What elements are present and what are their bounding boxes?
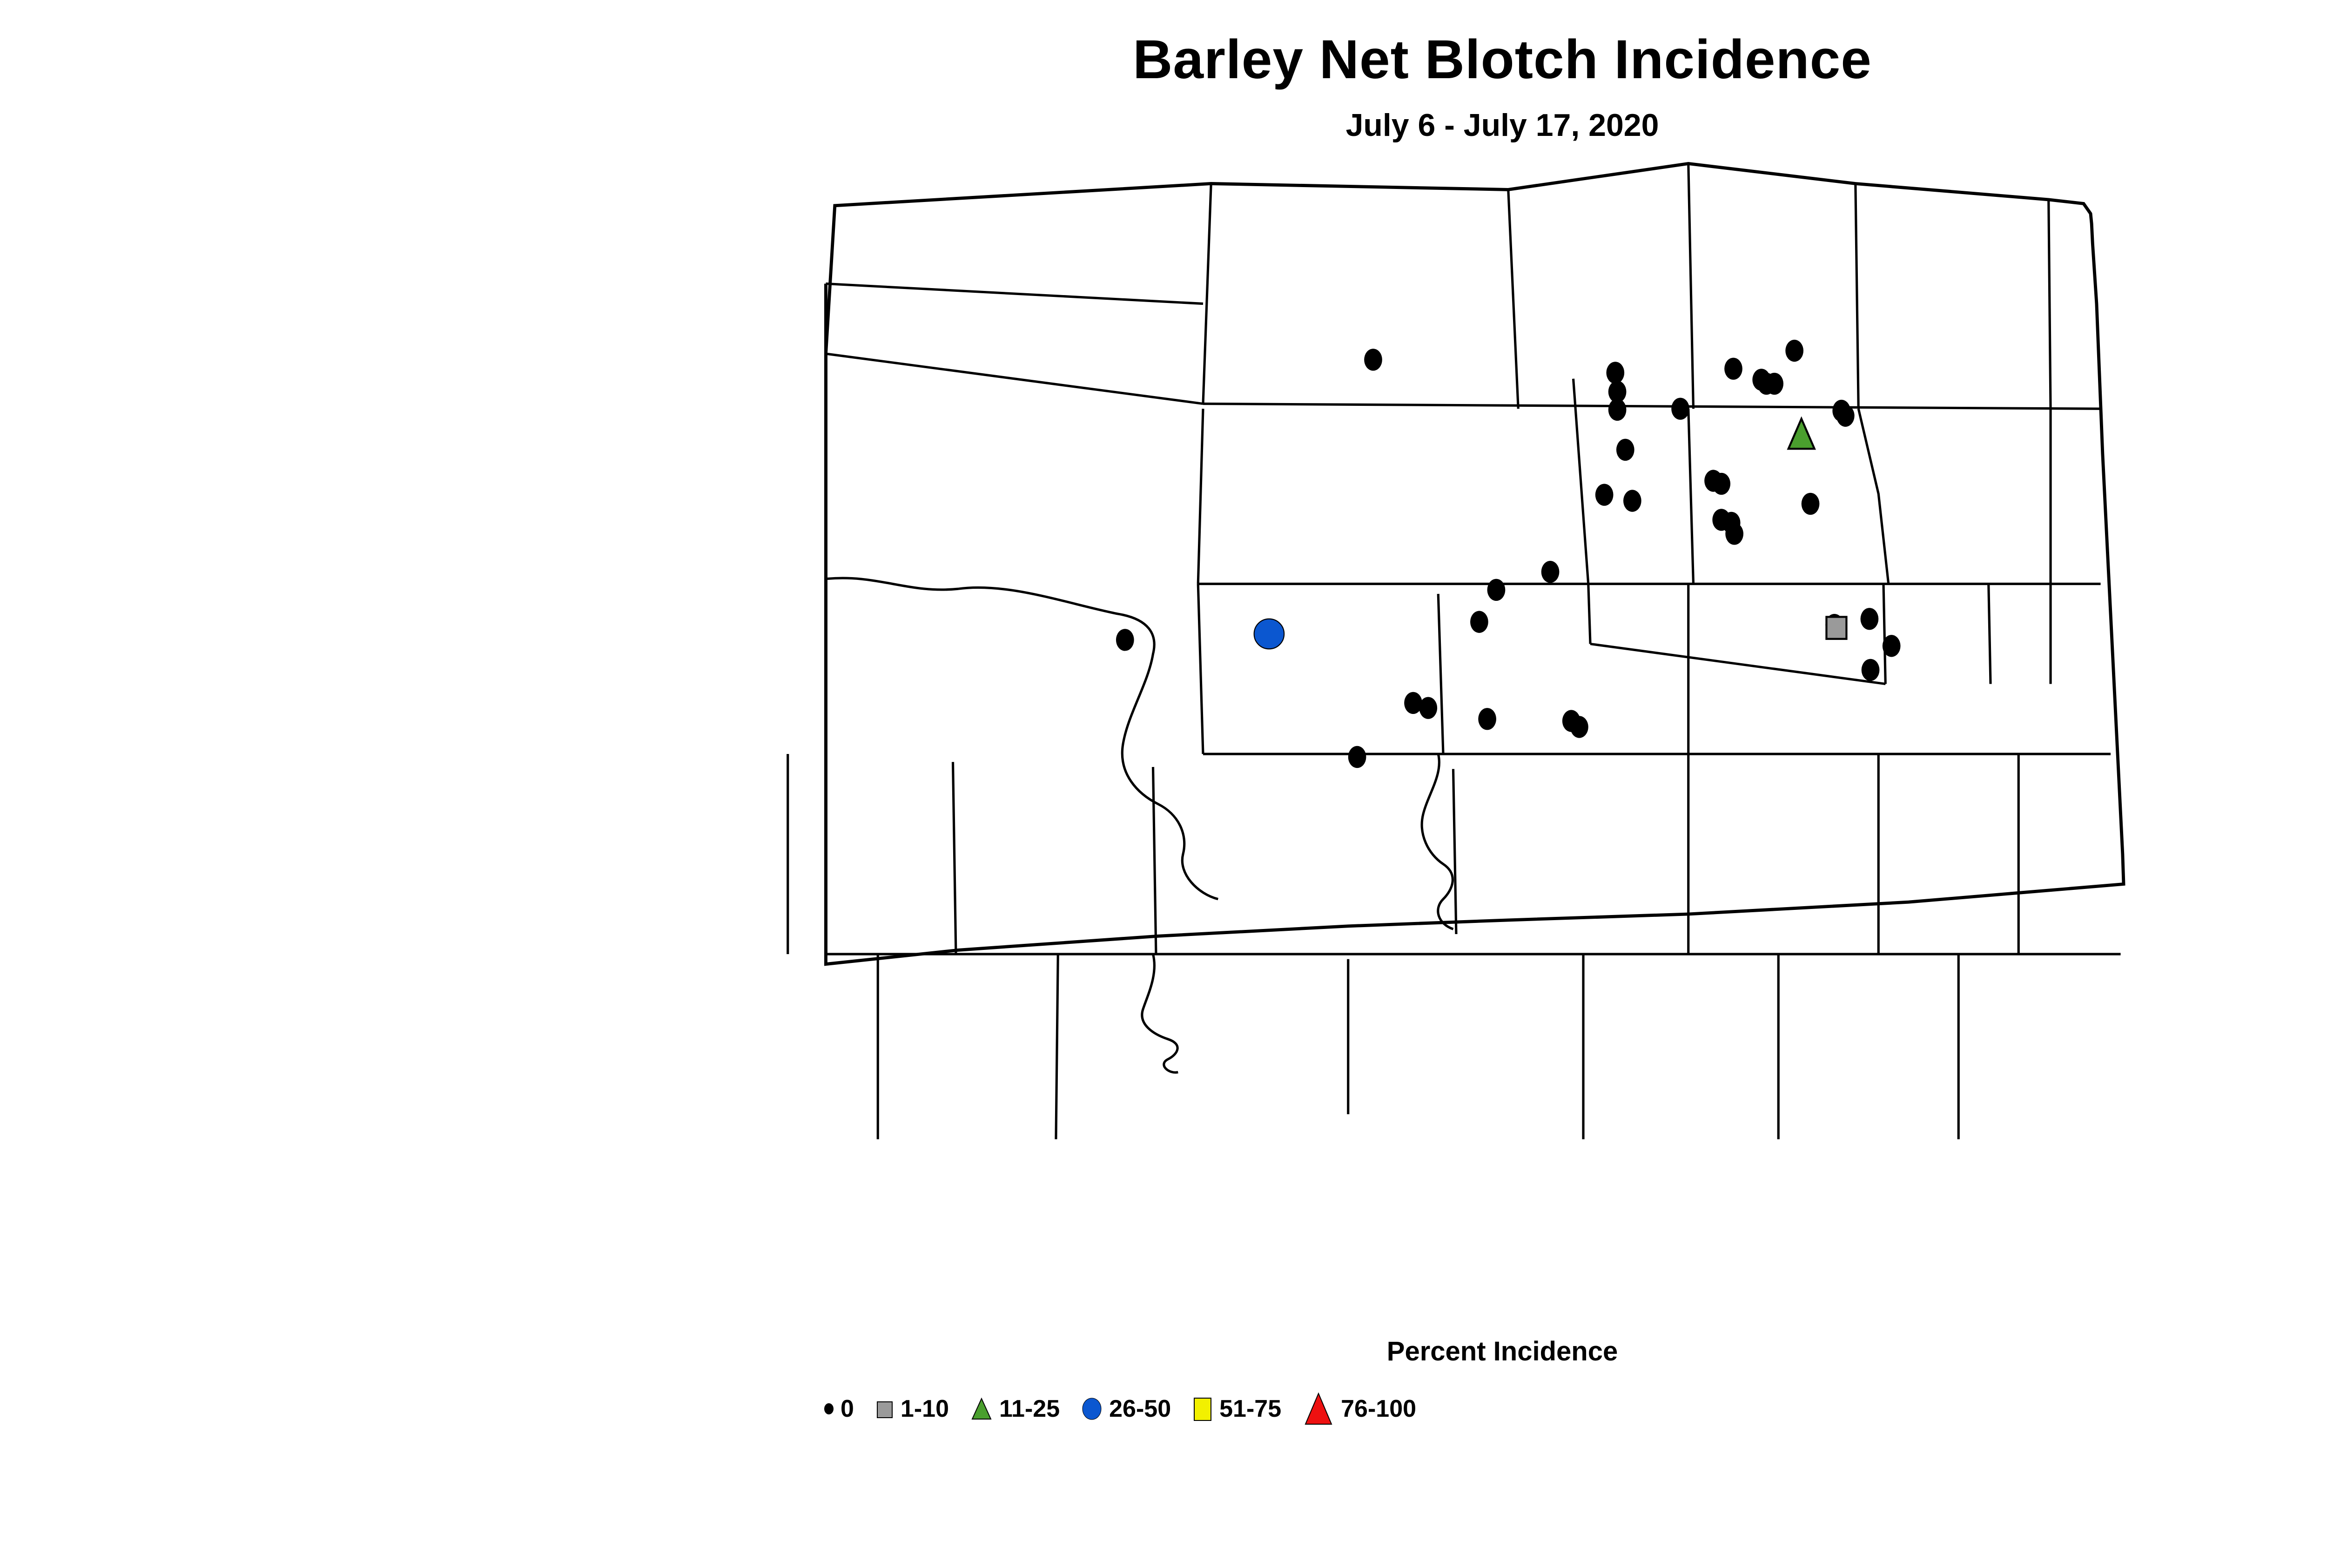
legend-triangle-green-icon <box>970 1397 993 1421</box>
data-point-zero[interactable] <box>1785 340 1803 362</box>
legend-item-26-50: 26-50 <box>1081 1395 1171 1423</box>
data-point-zero[interactable] <box>1862 659 1880 681</box>
legend-title: Percent Incidence <box>0 1336 2327 1367</box>
data-point-zero[interactable] <box>1419 697 1437 719</box>
legend-dot-icon <box>824 1403 834 1415</box>
data-point-zero[interactable] <box>1724 358 1742 380</box>
data-point-zero[interactable] <box>1725 523 1743 545</box>
data-point-zero[interactable] <box>1116 629 1134 651</box>
data-point-zero[interactable] <box>1883 635 1901 657</box>
legend-label-26-50: 26-50 <box>1109 1395 1171 1423</box>
legend-square-gray-icon <box>875 1398 894 1420</box>
page-subtitle: July 6 - July 17, 2020 <box>0 107 2327 143</box>
data-point-high-incidence[interactable] <box>1254 619 1285 649</box>
data-point-zero[interactable] <box>1364 349 1382 370</box>
legend-circle-blue-icon <box>1081 1397 1103 1420</box>
legend-label-11-25: 11-25 <box>999 1395 1060 1423</box>
map-container <box>712 154 2294 1154</box>
legend-triangle-red-icon <box>1303 1392 1334 1426</box>
data-point-zero[interactable] <box>1765 373 1783 395</box>
legend-label-0: 0 <box>841 1395 854 1423</box>
data-point-zero[interactable] <box>1487 579 1506 601</box>
legend-item-1-10: 1-10 <box>875 1395 949 1423</box>
data-point-zero[interactable] <box>1478 708 1496 730</box>
data-point-zero[interactable] <box>1348 746 1366 768</box>
legend-label-76-100: 76-100 <box>1341 1395 1416 1423</box>
legend-item-11-25: 11-25 <box>970 1395 1060 1423</box>
data-point-zero[interactable] <box>1616 439 1634 461</box>
data-point-zero[interactable] <box>1470 611 1488 633</box>
page-title: Barley Net Blotch Incidence <box>0 28 2327 91</box>
data-point-zero[interactable] <box>1541 561 1560 583</box>
legend-item-76-100: 76-100 <box>1303 1392 1416 1426</box>
data-point-zero[interactable] <box>1802 493 1820 515</box>
legend-label-51-75: 51-75 <box>1219 1395 1281 1423</box>
report-page: Barley Net Blotch Incidence July 6 - Jul… <box>0 0 2327 1568</box>
data-point-zero[interactable] <box>1595 484 1614 506</box>
data-point-low-incidence[interactable] <box>1826 617 1846 639</box>
data-point-zero[interactable] <box>1671 398 1689 420</box>
legend-item-51-75: 51-75 <box>1192 1395 1281 1423</box>
legend-item-0: 0 <box>824 1395 854 1423</box>
data-point-medium-incidence[interactable] <box>1789 419 1815 449</box>
data-point-zero[interactable] <box>1712 473 1730 495</box>
data-point-zero[interactable] <box>1606 362 1624 384</box>
data-point-zero[interactable] <box>1570 716 1588 738</box>
legend-square-yellow-icon <box>1192 1395 1213 1422</box>
data-point-zero[interactable] <box>1836 405 1855 427</box>
state-outline-group <box>788 164 2124 1139</box>
data-point-zero[interactable] <box>1861 608 1879 630</box>
legend-label-1-10: 1-10 <box>901 1395 949 1423</box>
data-point-zero[interactable] <box>1623 490 1641 511</box>
legend-row: 0 1-10 11-25 26-50 51-75 <box>824 1392 2220 1426</box>
nd-map-svg <box>712 154 2294 1154</box>
data-point-zero[interactable] <box>1608 399 1627 421</box>
